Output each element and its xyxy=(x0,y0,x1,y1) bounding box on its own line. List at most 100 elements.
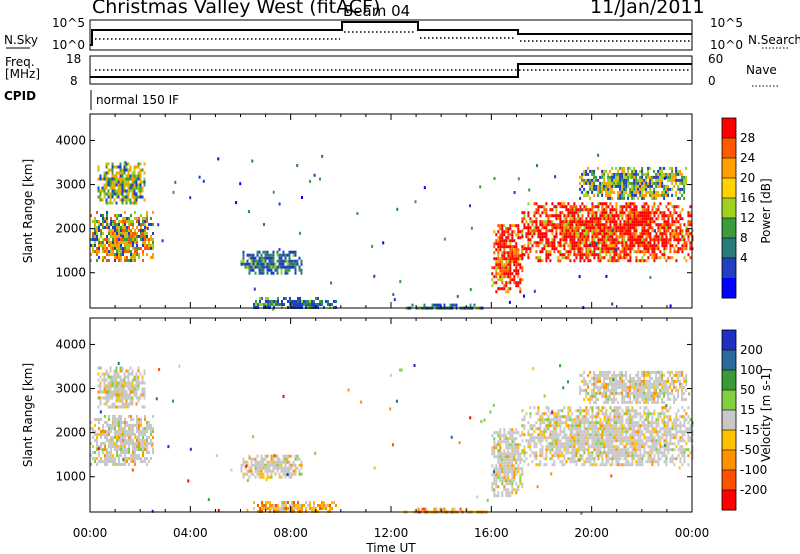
power-cell xyxy=(641,223,644,227)
velocity-cell xyxy=(134,460,136,463)
velocity-cell xyxy=(615,421,618,425)
power-cell xyxy=(270,268,273,272)
velocity-cell xyxy=(96,457,98,460)
velocity-cell xyxy=(631,448,634,452)
power-cell xyxy=(119,174,122,178)
velocity-cell xyxy=(143,393,146,397)
power-cell xyxy=(677,232,680,236)
velocity-cell xyxy=(276,466,279,470)
power-cell xyxy=(621,250,624,254)
power-cell xyxy=(669,172,672,176)
power-cell xyxy=(669,238,672,242)
power-cell xyxy=(124,232,126,235)
power-cell xyxy=(633,235,636,239)
power-cell xyxy=(537,211,540,215)
velocity-cell xyxy=(499,443,502,447)
velocity-cell xyxy=(270,460,273,464)
power-cell xyxy=(547,256,550,260)
velocity-cell xyxy=(124,463,126,466)
power-cell xyxy=(635,193,638,197)
power-cell xyxy=(614,248,617,252)
velocity-cell xyxy=(565,418,568,422)
power-cell xyxy=(248,256,251,260)
power-cell xyxy=(585,250,588,254)
power-cell xyxy=(131,183,134,187)
power-cell xyxy=(553,244,556,248)
power-cell xyxy=(105,171,108,175)
velocity-cell xyxy=(601,427,604,431)
velocity-cell xyxy=(146,463,148,466)
velocity-cell xyxy=(599,448,602,452)
velocity-cell xyxy=(663,430,666,434)
power-cell xyxy=(591,232,594,236)
velocity-cell xyxy=(105,384,108,388)
velocity-cell xyxy=(507,446,510,450)
velocity-cell xyxy=(663,421,666,425)
power-cell xyxy=(579,223,582,227)
power-cell xyxy=(573,247,576,251)
power-cell xyxy=(517,263,520,267)
power-cell xyxy=(597,208,600,212)
power-cell xyxy=(146,227,149,231)
power-cell xyxy=(110,232,112,235)
power-cell xyxy=(619,205,622,209)
velocity-cell xyxy=(557,415,560,419)
power-cell xyxy=(593,169,596,173)
power-cell xyxy=(605,211,608,215)
power-cell xyxy=(619,196,622,200)
power-cell xyxy=(581,223,584,227)
velocity-cell xyxy=(143,381,146,385)
velocity-cell xyxy=(513,431,516,435)
velocity-cell xyxy=(250,469,253,473)
velocity-cell xyxy=(539,424,542,428)
power-cell xyxy=(581,172,584,176)
power-cell xyxy=(633,175,636,179)
velocity-cell xyxy=(663,460,666,464)
velocity-cell xyxy=(555,442,558,446)
velocity-cell xyxy=(517,431,520,435)
velocity-cell xyxy=(581,448,584,452)
velocity-cell xyxy=(143,387,146,391)
velocity-cell xyxy=(132,448,134,451)
velocity-cell xyxy=(609,406,612,410)
power-cell xyxy=(619,214,622,218)
velocity-cell xyxy=(132,442,134,445)
velocity-cell xyxy=(323,507,325,510)
power-cell xyxy=(623,166,626,170)
power-cell xyxy=(669,187,672,191)
velocity-cell xyxy=(113,381,116,385)
velocity-cell xyxy=(495,479,498,483)
velocity-cell xyxy=(609,463,612,467)
power-cell xyxy=(138,256,140,259)
velocity-cell xyxy=(513,470,516,474)
power-cell xyxy=(645,211,648,215)
power-cell xyxy=(501,242,504,246)
velocity-cell xyxy=(136,442,138,445)
power-cell xyxy=(601,229,604,233)
velocity-cell xyxy=(591,412,594,416)
power-cell xyxy=(141,186,144,190)
velocity-cell xyxy=(136,439,138,442)
velocity-cell xyxy=(99,402,102,406)
power-cell xyxy=(290,250,293,254)
velocity-cell xyxy=(421,507,424,511)
power-cell xyxy=(575,241,578,245)
velocity-cell xyxy=(142,442,144,445)
power-cell xyxy=(645,214,648,218)
power-cell xyxy=(633,190,636,194)
velocity-cell xyxy=(240,463,243,467)
velocity-cell xyxy=(503,431,506,435)
power-cell xyxy=(569,220,572,224)
power-cell xyxy=(641,184,644,188)
power-cell xyxy=(561,220,564,224)
power-cell xyxy=(679,169,682,173)
power-cell xyxy=(671,217,674,221)
power-cell xyxy=(136,250,138,253)
power-cell xyxy=(515,269,518,273)
velocity-cell xyxy=(551,457,554,461)
velocity-cell xyxy=(657,460,660,464)
power-cell xyxy=(631,175,634,179)
power-cell xyxy=(294,259,297,263)
velocity-cell xyxy=(625,454,628,458)
velocity-cell xyxy=(106,454,108,457)
